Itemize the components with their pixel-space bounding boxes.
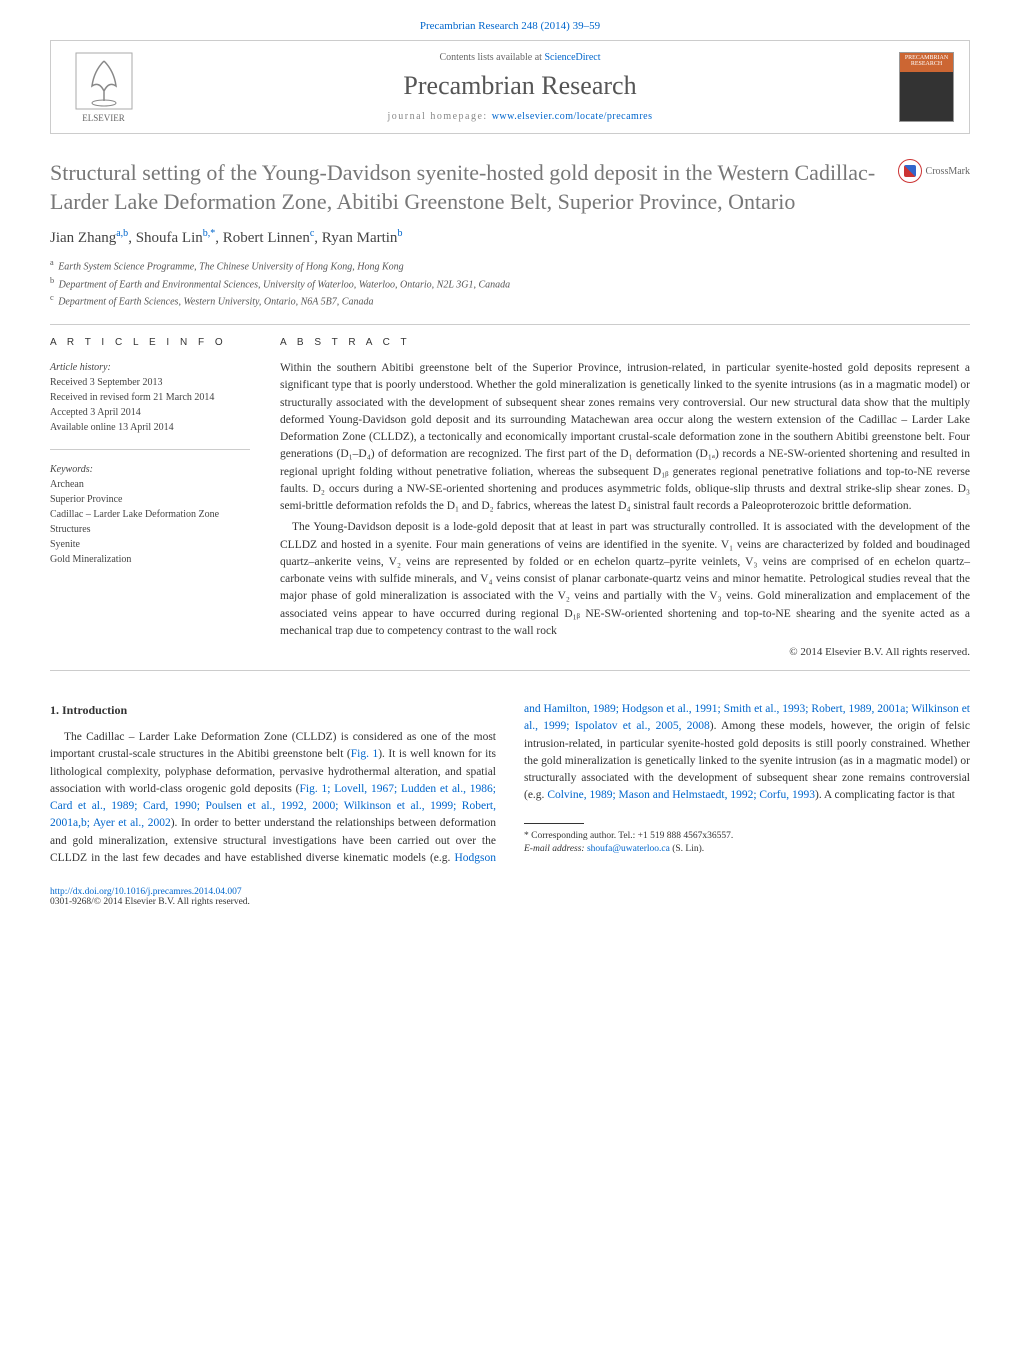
figure-reference[interactable]: Fig. 1 xyxy=(351,748,378,760)
email-tail: (S. Lin). xyxy=(670,844,704,854)
corresponding-author-footnote: * Corresponding author. Tel.: +1 519 888… xyxy=(524,830,970,857)
header-center: Contents lists available at ScienceDirec… xyxy=(141,52,899,122)
corr-author-line: * Corresponding author. Tel.: +1 519 888… xyxy=(524,830,970,843)
email-line: E-mail address: shoufa@uwaterloo.ca (S. … xyxy=(524,843,970,856)
cover-title: PRECAMBRIAN RESEARCH xyxy=(900,53,953,72)
homepage-url-link[interactable]: www.elsevier.com/locate/precamres xyxy=(492,111,653,122)
keyword-line: Syenite xyxy=(50,537,250,552)
article-info-column: a r t i c l e i n f o Article history: R… xyxy=(50,337,250,658)
affiliation-line: a Earth System Science Programme, The Ch… xyxy=(50,257,970,274)
affiliation-line: b Department of Earth and Environmental … xyxy=(50,275,970,292)
keyword-line: Structures xyxy=(50,522,250,537)
keywords-block: Keywords: ArcheanSuperior ProvinceCadill… xyxy=(50,462,250,567)
abstract-paragraph-2: The Young-Davidson deposit is a lode-gol… xyxy=(280,519,970,640)
sciencedirect-link[interactable]: ScienceDirect xyxy=(544,52,600,63)
keyword-line: Archean xyxy=(50,477,250,492)
separator-rule-2 xyxy=(50,670,970,671)
article-title: Structural setting of the Young-Davidson… xyxy=(50,159,898,216)
journal-title: Precambrian Research xyxy=(141,71,899,101)
article-info-label: a r t i c l e i n f o xyxy=(50,337,250,348)
section-heading-introduction: 1. Introduction xyxy=(50,701,496,719)
doi-link[interactable]: http://dx.doi.org/10.1016/j.precamres.20… xyxy=(50,887,242,897)
history-line: Received 3 September 2013 xyxy=(50,375,250,390)
keywords-label: Keywords: xyxy=(50,462,250,477)
crossmark-badge[interactable]: CrossMark xyxy=(898,159,970,183)
history-line: Accepted 3 April 2014 xyxy=(50,405,250,420)
email-label: E-mail address: xyxy=(524,844,587,854)
copyright-line: © 2014 Elsevier B.V. All rights reserved… xyxy=(280,646,970,658)
body-two-column: 1. Introduction The Cadillac – Larder La… xyxy=(50,701,970,867)
journal-cover-thumbnail: PRECAMBRIAN RESEARCH xyxy=(899,52,954,122)
abstract-column: a b s t r a c t Within the southern Abit… xyxy=(280,337,970,658)
article-history-block: Article history: Received 3 September 20… xyxy=(50,360,250,435)
keyword-line: Superior Province xyxy=(50,492,250,507)
info-separator xyxy=(50,449,250,450)
history-line: Received in revised form 21 March 2014 xyxy=(50,390,250,405)
cover-image-area xyxy=(900,72,953,122)
history-line: Available online 13 April 2014 xyxy=(50,420,250,435)
footnote-separator xyxy=(524,823,584,824)
publisher-name: ELSEVIER xyxy=(82,113,125,123)
abstract-paragraph-1: Within the southern Abitibi greenstone b… xyxy=(280,360,970,515)
homepage-label: journal homepage: xyxy=(388,111,492,122)
crossmark-label: CrossMark xyxy=(926,166,970,177)
author-list: Jian Zhanga,b, Shoufa Linb,*, Robert Lin… xyxy=(50,228,970,247)
journal-header: ELSEVIER Contents lists available at Sci… xyxy=(50,40,970,134)
doi-block: http://dx.doi.org/10.1016/j.precamres.20… xyxy=(50,887,970,907)
elsevier-logo: ELSEVIER xyxy=(66,51,141,123)
crossmark-icon xyxy=(898,159,922,183)
separator-rule xyxy=(50,324,970,325)
contents-lists-line: Contents lists available at ScienceDirec… xyxy=(141,52,899,63)
abstract-label: a b s t r a c t xyxy=(280,337,970,348)
keyword-line: Cadillac – Larder Lake Deformation Zone xyxy=(50,507,250,522)
elsevier-tree-icon xyxy=(74,51,134,111)
journal-reference: Precambrian Research 248 (2014) 39–59 xyxy=(50,20,970,32)
citation-link[interactable]: Colvine, 1989; Mason and Helmstaedt, 199… xyxy=(547,789,815,801)
history-label: Article history: xyxy=(50,360,250,375)
contents-prefix: Contents lists available at xyxy=(439,52,544,63)
email-link[interactable]: shoufa@uwaterloo.ca xyxy=(587,844,670,854)
affiliations: a Earth System Science Programme, The Ch… xyxy=(50,257,970,309)
abstract-text: Within the southern Abitibi greenstone b… xyxy=(280,360,970,640)
affiliation-line: c Department of Earth Sciences, Western … xyxy=(50,292,970,309)
keyword-line: Gold Mineralization xyxy=(50,552,250,567)
citation-link[interactable]: Fig. 1; Lovell, 1967; Ludden et al., 198… xyxy=(50,783,496,830)
homepage-line: journal homepage: www.elsevier.com/locat… xyxy=(141,111,899,122)
issn-copyright: 0301-9268/© 2014 Elsevier B.V. All right… xyxy=(50,897,250,907)
